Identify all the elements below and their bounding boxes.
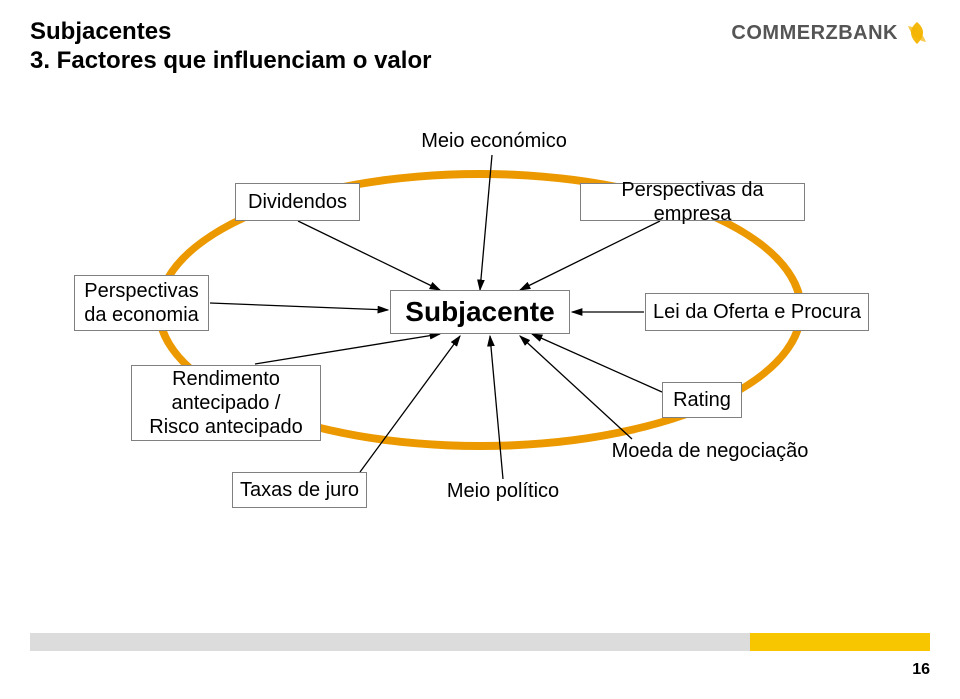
- brand-name: COMMERZBANK: [731, 22, 898, 45]
- center-subjacente-box: Subjacente: [390, 290, 570, 334]
- footer-bar-gray: [30, 633, 750, 651]
- footer-bar: [30, 633, 930, 651]
- factors-diagram: Subjacente Dividendos Perspectivas da emp…: [40, 130, 920, 510]
- slide-title: Subjacentes 3. Factores que influenciam …: [30, 18, 431, 76]
- label-meio-politico: Meio político: [443, 480, 563, 503]
- factor-box-taxas-juro: Taxas de juro: [232, 472, 367, 508]
- factor-box-rating: Rating: [662, 382, 742, 418]
- factor-box-rendimento: Rendimentoantecipado /Risco antecipado: [131, 365, 321, 441]
- factor-box-dividendos: Dividendos: [235, 183, 360, 221]
- page-number: 16: [912, 661, 930, 679]
- title-line-1: Subjacentes: [30, 18, 431, 47]
- brand-mark-icon: [904, 20, 930, 46]
- footer-bar-yellow: [750, 633, 930, 651]
- label-meio-economico: Meio económico: [414, 130, 574, 153]
- label-moeda-negoc: Moeda de negociação: [600, 440, 820, 463]
- factor-box-persp-emp: Perspectivas da empresa: [580, 183, 805, 221]
- brand-logo: COMMERZBANK: [731, 20, 930, 46]
- title-line-2: 3. Factores que influenciam o valor: [30, 47, 431, 76]
- factor-box-persp-econ: Perspectivasda economia: [74, 275, 209, 331]
- factor-box-lei-oferta: Lei da Oferta e Procura: [645, 293, 869, 331]
